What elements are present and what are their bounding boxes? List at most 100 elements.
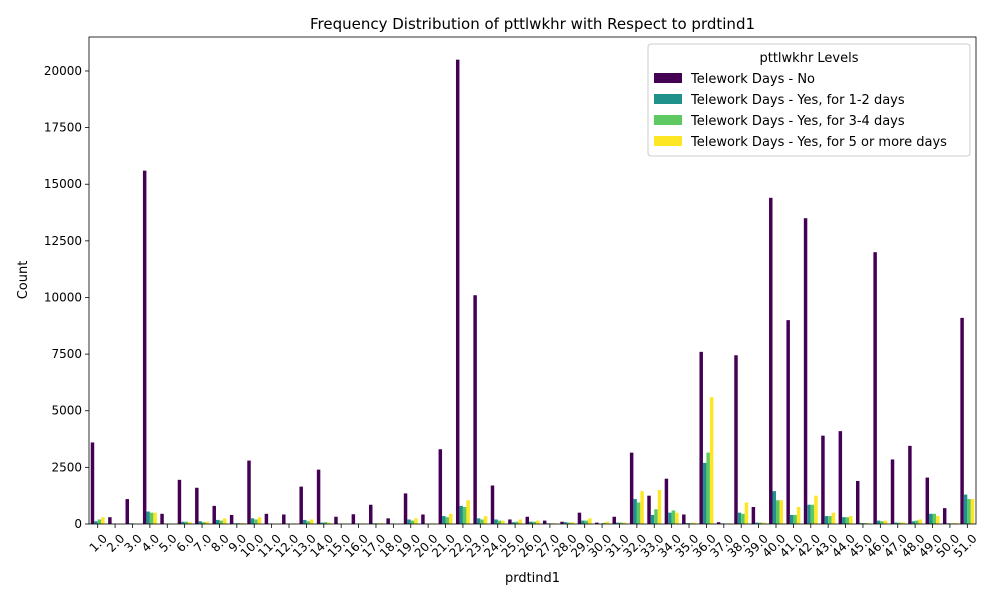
legend-entry: Telework Days - Yes, for 3-4 days bbox=[690, 114, 905, 129]
bar-47.0-series-3 bbox=[897, 522, 902, 524]
bar-43.0-series-3 bbox=[828, 516, 832, 524]
bar-11.0-series-1 bbox=[264, 513, 269, 524]
bar-7.0-series-4 bbox=[205, 521, 210, 524]
bar-10.0-series-2 bbox=[250, 518, 255, 524]
bar-51.0-series-2 bbox=[963, 494, 968, 524]
bar-23.0-series-1 bbox=[473, 295, 477, 524]
bar-28.0-series-4 bbox=[570, 522, 575, 524]
bar-46.0-series-4 bbox=[883, 520, 888, 524]
bar-19.0-series-1 bbox=[403, 493, 408, 524]
bar-25.0-series-3 bbox=[515, 521, 519, 524]
bars-group bbox=[90, 59, 975, 525]
bar-38.0-series-3 bbox=[741, 513, 745, 524]
bar-10.0-series-3 bbox=[254, 519, 258, 524]
bar-18.0-series-1 bbox=[386, 518, 390, 524]
bar-17.0-series-4 bbox=[379, 523, 383, 524]
bar-39.0-series-2 bbox=[755, 522, 759, 524]
bar-23.0-series-2 bbox=[476, 518, 481, 524]
bar-40.0-series-4 bbox=[779, 500, 783, 524]
bar-49.0-series-2 bbox=[929, 513, 933, 524]
bar-13.0-series-1 bbox=[299, 486, 303, 524]
bar-8.0-series-1 bbox=[212, 505, 216, 524]
bar-10.0-series-4 bbox=[257, 517, 262, 524]
bar-44.0-series-3 bbox=[845, 517, 850, 524]
legend-title: pttlwkhr Levels bbox=[759, 51, 858, 66]
bar-24.0-series-2 bbox=[494, 519, 498, 524]
bar-33.0-series-4 bbox=[657, 490, 662, 524]
bar-43.0-series-4 bbox=[831, 512, 836, 524]
bar-22.0-series-2 bbox=[459, 505, 463, 524]
bar-8.0-series-2 bbox=[215, 519, 220, 524]
bar-36.0-series-1 bbox=[699, 351, 703, 524]
bar-30.0-series-3 bbox=[602, 522, 606, 524]
legend-entry: Telework Days - Yes, for 5 or more days bbox=[690, 135, 947, 150]
bar-7.0-series-3 bbox=[202, 522, 206, 524]
bar-35.0-series-4 bbox=[692, 522, 696, 524]
bar-31.0-series-1 bbox=[612, 516, 616, 524]
bar-14.0-series-3 bbox=[323, 522, 328, 524]
chart-title: Frequency Distribution of pttlwkhr with … bbox=[310, 15, 755, 33]
y-tick-label: 15000 bbox=[44, 177, 82, 191]
bar-22.0-series-1 bbox=[455, 59, 460, 525]
y-tick-label: 17500 bbox=[44, 121, 82, 135]
bar-46.0-series-1 bbox=[873, 252, 877, 524]
bar-31.0-series-4 bbox=[622, 522, 627, 524]
y-tick-label: 2500 bbox=[51, 460, 82, 474]
bar-32.0-series-4 bbox=[640, 491, 644, 524]
bar-39.0-series-4 bbox=[762, 522, 766, 524]
legend-swatch bbox=[654, 73, 682, 83]
bar-42.0-series-2 bbox=[807, 504, 811, 524]
y-tick-label: 0 bbox=[74, 517, 82, 531]
bar-12.0-series-1 bbox=[282, 514, 286, 524]
bar-47.0-series-1 bbox=[890, 459, 895, 524]
bar-30.0-series-1 bbox=[595, 522, 599, 524]
bar-7.0-series-2 bbox=[198, 521, 203, 524]
bar-41.0-series-2 bbox=[789, 514, 794, 524]
bar-41.0-series-3 bbox=[793, 514, 797, 524]
bar-34.0-series-2 bbox=[668, 512, 672, 524]
bar-42.0-series-4 bbox=[814, 495, 818, 524]
bar-25.0-series-1 bbox=[508, 519, 512, 524]
bar-29.0-series-4 bbox=[588, 518, 592, 524]
bar-19.0-series-4 bbox=[414, 518, 418, 524]
bar-41.0-series-1 bbox=[786, 320, 790, 524]
bar-34.0-series-1 bbox=[664, 478, 669, 524]
bar-50.0-series-4 bbox=[953, 522, 957, 524]
bar-49.0-series-1 bbox=[925, 477, 930, 524]
bar-21.0-series-2 bbox=[442, 516, 446, 524]
bar-26.0-series-2 bbox=[529, 521, 533, 524]
bar-37.0-series-1 bbox=[716, 522, 721, 524]
bar-33.0-series-2 bbox=[650, 514, 655, 524]
bar-16.0-series-1 bbox=[351, 514, 356, 524]
bar-21.0-series-4 bbox=[449, 513, 453, 524]
bar-33.0-series-3 bbox=[654, 509, 658, 524]
bar-32.0-series-1 bbox=[629, 452, 634, 524]
bar-40.0-series-2 bbox=[772, 491, 776, 524]
bar-31.0-series-2 bbox=[615, 522, 620, 524]
bar-35.0-series-3 bbox=[689, 523, 693, 524]
bar-38.0-series-1 bbox=[734, 355, 738, 524]
bar-2.0-series-1 bbox=[108, 517, 112, 524]
bar-51.0-series-4 bbox=[970, 499, 975, 524]
bar-4.0-series-2 bbox=[146, 511, 150, 524]
bar-1.0-series-4 bbox=[101, 517, 105, 524]
bar-51.0-series-1 bbox=[960, 317, 964, 524]
legend-entry: Telework Days - Yes, for 1-2 days bbox=[690, 93, 905, 108]
bar-7.0-series-1 bbox=[195, 487, 199, 524]
bar-45.0-series-1 bbox=[855, 480, 860, 524]
x-axis-title: prdtind1 bbox=[505, 571, 560, 586]
legend-entry: Telework Days - No bbox=[690, 72, 815, 87]
bar-20.0-series-1 bbox=[421, 514, 425, 524]
bar-49.0-series-3 bbox=[932, 513, 936, 524]
bar-21.0-series-3 bbox=[445, 517, 450, 524]
bar-28.0-series-2 bbox=[563, 522, 568, 524]
bar-28.0-series-3 bbox=[567, 522, 571, 524]
bar-29.0-series-1 bbox=[577, 512, 582, 524]
bar-31.0-series-3 bbox=[619, 522, 623, 524]
bar-32.0-series-3 bbox=[636, 502, 641, 524]
bar-22.0-series-4 bbox=[466, 500, 470, 524]
bar-42.0-series-3 bbox=[810, 504, 815, 524]
bar-43.0-series-1 bbox=[821, 435, 825, 524]
bar-45.0-series-3 bbox=[862, 523, 867, 524]
bar-48.0-series-3 bbox=[915, 520, 919, 524]
